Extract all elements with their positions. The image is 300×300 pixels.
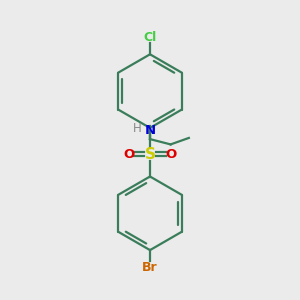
Text: N: N — [144, 124, 156, 137]
Text: Br: Br — [142, 261, 158, 274]
Text: Cl: Cl — [143, 31, 157, 44]
Text: O: O — [166, 148, 177, 161]
Text: O: O — [123, 148, 134, 161]
Text: S: S — [145, 147, 155, 162]
Text: H: H — [133, 122, 142, 135]
